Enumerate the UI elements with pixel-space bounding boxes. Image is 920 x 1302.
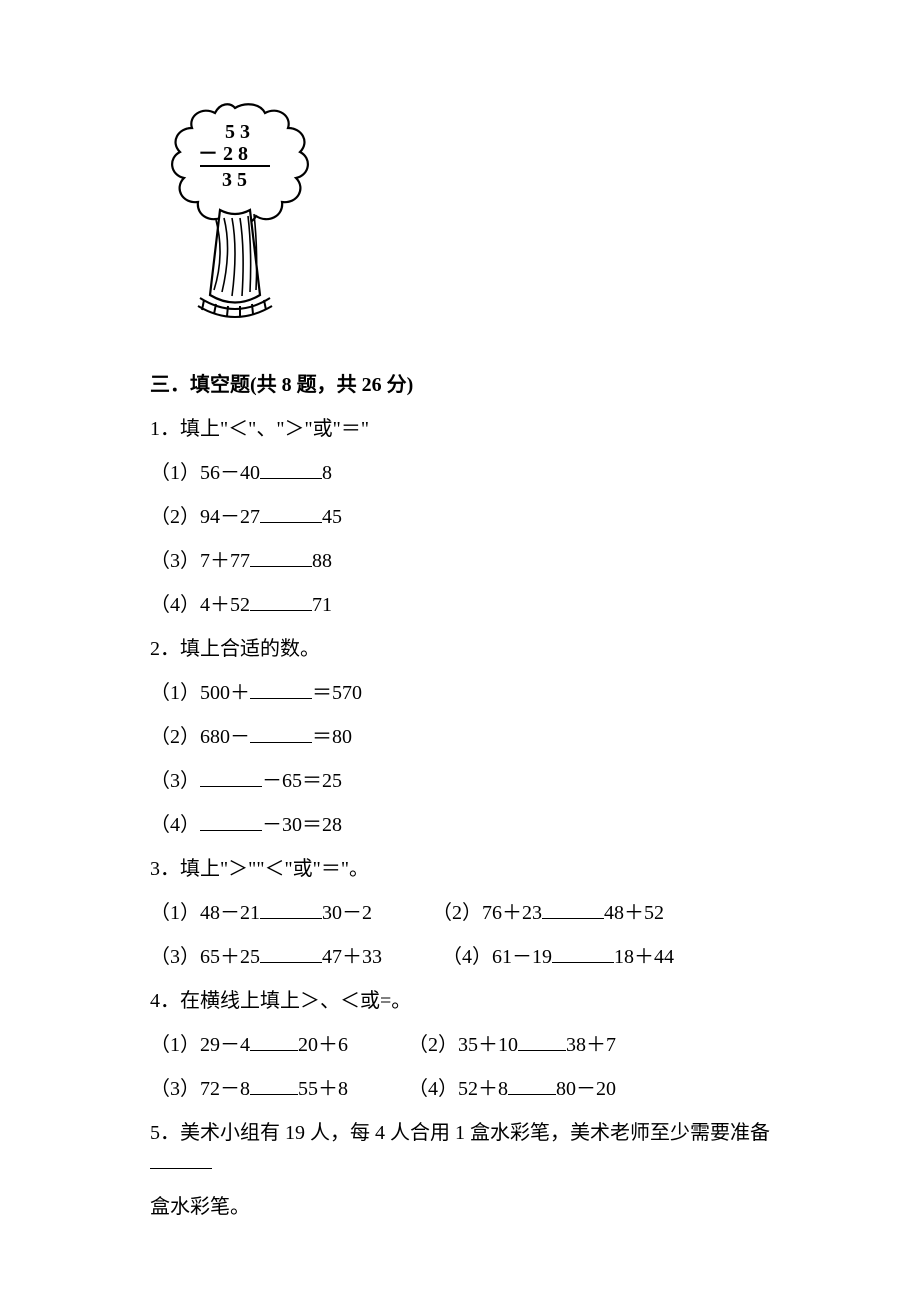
q1-3-pre: （3）7＋77	[150, 550, 250, 572]
tree-math-line2: － 2 8	[198, 143, 248, 165]
q2-4-post: －30＝28	[262, 814, 342, 836]
q3-1-post: 30－2	[322, 902, 372, 924]
q4-4-post: 80－20	[556, 1078, 616, 1100]
q4-2-pre: （2）35＋10	[408, 1034, 518, 1056]
q2-2-pre: （2）680－	[150, 726, 250, 748]
q1-4-blank[interactable]	[250, 590, 312, 611]
q2-4-pre: （4）	[150, 814, 200, 836]
q3-2-pre: （2）76＋23	[432, 902, 542, 924]
q1-item-2: （2）94－27 45	[150, 502, 770, 532]
q2-3-pre: （3）	[150, 770, 200, 792]
tree-svg: 5 3 － 2 8 3 5	[150, 100, 320, 330]
q5-blank[interactable]	[150, 1148, 212, 1169]
q2-item-2: （2）680－ ＝80	[150, 722, 770, 752]
page: 5 3 － 2 8 3 5 三．填空题(共 8 题，共 26 分) 1．填上"＜…	[0, 0, 920, 1302]
q1-2-after: 45	[322, 506, 342, 528]
q1-3-after: 88	[312, 550, 332, 572]
q3-1-blank[interactable]	[260, 898, 322, 919]
q1-4-pre: （4）4＋52	[150, 594, 250, 616]
q3-3-pre: （3）65＋25	[150, 946, 260, 968]
q1-2-pre: （2）94－27	[150, 506, 260, 528]
q3-4-post: 18＋44	[614, 946, 674, 968]
q1-4-after: 71	[312, 594, 332, 616]
q3-stem: 3．填上"＞""＜"或"＝"。	[150, 854, 770, 884]
q2-3-blank[interactable]	[200, 766, 262, 787]
q1-3-blank[interactable]	[250, 546, 312, 567]
q1-item-4: （4）4＋52 71	[150, 590, 770, 620]
q3-row-2: （3）65＋25 47＋33 （4）61－19 18＋44	[150, 942, 770, 972]
q4-1-post: 20＋6	[298, 1034, 348, 1056]
q1-item-1: （1）56－40 8	[150, 458, 770, 488]
q3-3-post: 47＋33	[322, 946, 382, 968]
q4-3-pre: （3）72－8	[150, 1078, 250, 1100]
q3-2-blank[interactable]	[542, 898, 604, 919]
q3-3-blank[interactable]	[260, 942, 322, 963]
tree-math-line3: 3 5	[222, 169, 247, 191]
q4-stem: 4．在横线上填上＞、＜或=。	[150, 986, 770, 1016]
q1-1-blank[interactable]	[260, 458, 322, 479]
q2-item-1: （1）500＋ ＝570	[150, 678, 770, 708]
q5-line2: 盒水彩笔。	[150, 1192, 770, 1222]
q4-2-blank[interactable]	[518, 1030, 566, 1051]
q3-row-1: （1）48－21 30－2 （2）76＋23 48＋52	[150, 898, 770, 928]
q1-stem: 1．填上"＜"、"＞"或"＝"	[150, 414, 770, 444]
q2-3-post: －65＝25	[262, 770, 342, 792]
section3-title: 三．填空题(共 8 题，共 26 分)	[150, 370, 770, 400]
q4-3-blank[interactable]	[250, 1074, 298, 1095]
q4-2-post: 38＋7	[566, 1034, 616, 1056]
q4-4-blank[interactable]	[508, 1074, 556, 1095]
q1-1-pre: （1）56－40	[150, 462, 260, 484]
q2-2-post: ＝80	[312, 726, 352, 748]
q1-item-3: （3）7＋77 88	[150, 546, 770, 576]
q2-1-post: ＝570	[312, 682, 362, 704]
q2-stem: 2．填上合适的数。	[150, 634, 770, 664]
q4-row-1: （1）29－4 20＋6 （2）35＋10 38＋7	[150, 1030, 770, 1060]
q5-pre: 5．美术小组有 19 人，每 4 人合用 1 盒水彩笔，美术老师至少需要准备	[150, 1122, 770, 1144]
q2-item-3: （3） －65＝25	[150, 766, 770, 796]
q3-1-pre: （1）48－21	[150, 902, 260, 924]
q2-2-blank[interactable]	[250, 722, 312, 743]
q3-2-post: 48＋52	[604, 902, 664, 924]
q4-3-post: 55＋8	[298, 1078, 348, 1100]
q4-row-2: （3）72－8 55＋8 （4）52＋8 80－20	[150, 1074, 770, 1104]
q2-1-blank[interactable]	[250, 678, 312, 699]
q2-1-pre: （1）500＋	[150, 682, 250, 704]
q1-1-after: 8	[322, 462, 332, 484]
tree-math-line1: 5 3	[225, 121, 250, 143]
q4-1-pre: （1）29－4	[150, 1034, 250, 1056]
q2-item-4: （4） －30＝28	[150, 810, 770, 840]
q3-4-pre: （4）61－19	[442, 946, 552, 968]
q5-line1: 5．美术小组有 19 人，每 4 人合用 1 盒水彩笔，美术老师至少需要准备	[150, 1118, 770, 1178]
q3-4-blank[interactable]	[552, 942, 614, 963]
tree-figure: 5 3 － 2 8 3 5	[150, 100, 320, 330]
q2-4-blank[interactable]	[200, 810, 262, 831]
q4-1-blank[interactable]	[250, 1030, 298, 1051]
q4-4-pre: （4）52＋8	[408, 1078, 508, 1100]
q1-2-blank[interactable]	[260, 502, 322, 523]
